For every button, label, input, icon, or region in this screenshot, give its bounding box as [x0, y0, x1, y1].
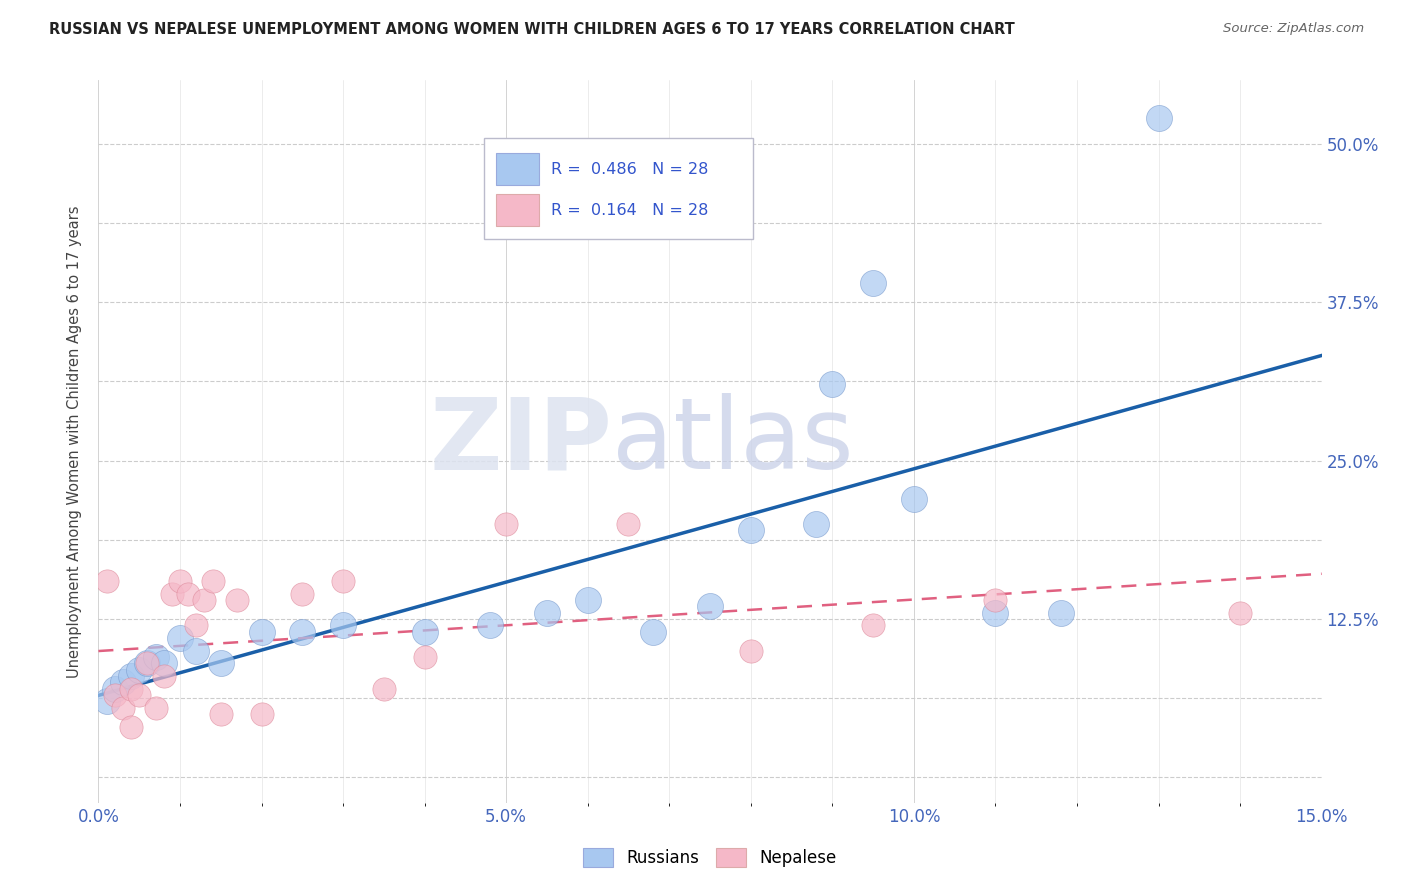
Point	[903, 491, 925, 506]
Point	[209, 707, 232, 722]
Point	[984, 606, 1007, 620]
Point	[699, 599, 721, 614]
Point	[120, 720, 142, 734]
Text: ZIP: ZIP	[429, 393, 612, 490]
Point	[145, 700, 167, 714]
Point	[136, 657, 159, 671]
Point	[128, 688, 150, 702]
Point	[152, 657, 174, 671]
Point	[160, 587, 183, 601]
Point	[128, 663, 150, 677]
Point	[413, 650, 436, 665]
Point	[120, 681, 142, 696]
FancyBboxPatch shape	[496, 153, 538, 185]
Text: R =  0.486   N = 28: R = 0.486 N = 28	[551, 161, 709, 177]
Point	[104, 681, 127, 696]
Point	[201, 574, 224, 588]
FancyBboxPatch shape	[496, 194, 538, 227]
Point	[152, 669, 174, 683]
Text: RUSSIAN VS NEPALESE UNEMPLOYMENT AMONG WOMEN WITH CHILDREN AGES 6 TO 17 YEARS CO: RUSSIAN VS NEPALESE UNEMPLOYMENT AMONG W…	[49, 22, 1015, 37]
Point	[373, 681, 395, 696]
Text: Source: ZipAtlas.com: Source: ZipAtlas.com	[1223, 22, 1364, 36]
Point	[169, 574, 191, 588]
Point	[332, 618, 354, 632]
Point	[169, 631, 191, 645]
Point	[495, 516, 517, 531]
Point	[617, 516, 640, 531]
Point	[821, 377, 844, 392]
Point	[186, 618, 208, 632]
Point	[291, 624, 314, 639]
FancyBboxPatch shape	[484, 138, 752, 239]
Point	[862, 276, 884, 290]
Point	[186, 643, 208, 657]
Point	[862, 618, 884, 632]
Point	[740, 523, 762, 537]
Point	[209, 657, 232, 671]
Text: atlas: atlas	[612, 393, 853, 490]
Point	[804, 516, 827, 531]
Point	[111, 675, 134, 690]
Point	[641, 624, 664, 639]
Point	[145, 650, 167, 665]
Point	[478, 618, 501, 632]
Point	[984, 593, 1007, 607]
Point	[120, 669, 142, 683]
Point	[226, 593, 249, 607]
Point	[250, 707, 273, 722]
Point	[576, 593, 599, 607]
Point	[1229, 606, 1251, 620]
Point	[96, 574, 118, 588]
Point	[136, 657, 159, 671]
Point	[536, 606, 558, 620]
Point	[413, 624, 436, 639]
Point	[291, 587, 314, 601]
Legend: Russians, Nepalese: Russians, Nepalese	[576, 841, 844, 874]
Point	[1147, 112, 1170, 126]
Point	[177, 587, 200, 601]
Y-axis label: Unemployment Among Women with Children Ages 6 to 17 years: Unemployment Among Women with Children A…	[67, 205, 83, 678]
Text: R =  0.164   N = 28: R = 0.164 N = 28	[551, 202, 709, 218]
Point	[193, 593, 215, 607]
Point	[111, 700, 134, 714]
Point	[1049, 606, 1071, 620]
Point	[104, 688, 127, 702]
Point	[740, 643, 762, 657]
Point	[96, 694, 118, 708]
Point	[250, 624, 273, 639]
Point	[332, 574, 354, 588]
